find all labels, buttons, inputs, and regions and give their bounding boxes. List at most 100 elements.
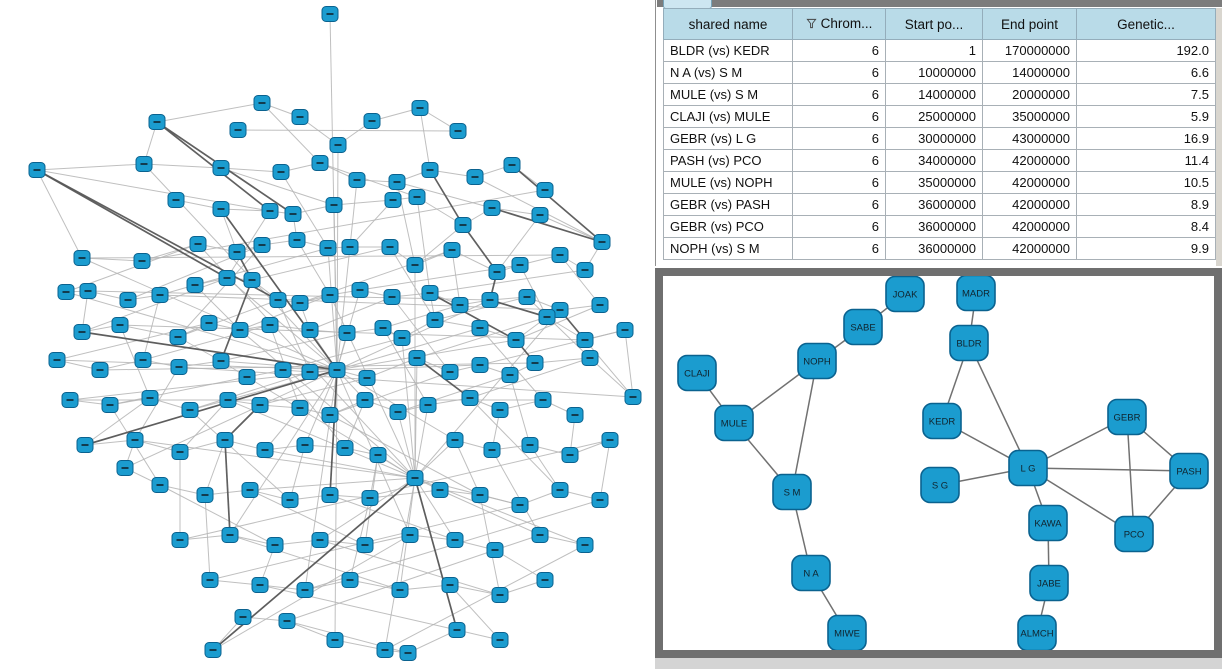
graph-node[interactable] — [48, 352, 66, 368]
cell-shared-name[interactable]: MULE (vs) S M — [663, 83, 793, 106]
graph-node[interactable] — [269, 292, 287, 308]
graph-node[interactable] — [401, 527, 419, 543]
table-row[interactable]: NOPH (vs) S M 6 36000000 42000000 9.9 — [663, 237, 1216, 260]
graph-node[interactable] — [551, 247, 569, 263]
graph-node[interactable] — [534, 392, 552, 408]
cell-value[interactable]: 6 — [792, 171, 886, 194]
graph-node[interactable] — [576, 332, 594, 348]
cell-value[interactable]: 10000000 — [885, 61, 983, 84]
graph-node[interactable] — [238, 369, 256, 385]
graph-node[interactable] — [141, 390, 159, 406]
filter-funnel-icon[interactable] — [806, 18, 817, 29]
graph-node[interactable] — [319, 240, 337, 256]
table-scrollbar[interactable] — [1216, 8, 1222, 266]
graph-node[interactable] — [111, 317, 129, 333]
cell-value[interactable]: 8.9 — [1076, 193, 1216, 216]
graph-node[interactable] — [406, 470, 424, 486]
graph-node[interactable] — [251, 397, 269, 413]
graph-node[interactable] — [576, 262, 594, 278]
graph-node[interactable] — [461, 390, 479, 406]
graph-node[interactable] — [383, 289, 401, 305]
graph-node[interactable] — [229, 122, 247, 138]
graph-node-kawa[interactable]: KAWA — [1028, 504, 1068, 542]
cell-value[interactable]: 36000000 — [885, 215, 983, 238]
graph-node-sabe[interactable]: SABE — [843, 308, 883, 346]
cell-value[interactable]: 170000000 — [982, 39, 1077, 62]
column-header-chromosome[interactable]: Chrom... — [792, 8, 886, 40]
graph-node[interactable] — [471, 320, 489, 336]
graph-node[interactable] — [451, 297, 469, 313]
graph-node[interactable] — [253, 95, 271, 111]
cell-value[interactable]: 6 — [792, 83, 886, 106]
cell-value[interactable]: 42000000 — [982, 149, 1077, 172]
cell-value[interactable]: 20000000 — [982, 83, 1077, 106]
graph-node[interactable] — [348, 172, 366, 188]
cell-value[interactable]: 10.5 — [1076, 171, 1216, 194]
graph-edge[interactable] — [1126, 416, 1135, 535]
graph-node[interactable] — [591, 297, 609, 313]
graph-node[interactable] — [576, 537, 594, 553]
graph-node[interactable] — [61, 392, 79, 408]
graph-edge[interactable] — [1027, 467, 1190, 472]
graph-node[interactable] — [443, 242, 461, 258]
graph-node[interactable] — [408, 189, 426, 205]
graph-node[interactable] — [399, 645, 417, 661]
graph-node[interactable] — [321, 6, 339, 22]
graph-node[interactable] — [321, 407, 339, 423]
graph-node[interactable] — [311, 155, 329, 171]
graph-node[interactable] — [119, 292, 137, 308]
graph-edge[interactable] — [791, 360, 818, 493]
graph-node[interactable] — [284, 206, 302, 222]
graph-node[interactable] — [274, 362, 292, 378]
column-header-start-point[interactable]: Start po... — [885, 8, 983, 40]
graph-node[interactable] — [171, 532, 189, 548]
graph-node[interactable] — [448, 622, 466, 638]
cell-value[interactable]: 9.9 — [1076, 237, 1216, 260]
graph-node[interactable] — [243, 272, 261, 288]
graph-node[interactable] — [393, 330, 411, 346]
graph-node[interactable] — [566, 407, 584, 423]
graph-node[interactable] — [321, 487, 339, 503]
cell-value[interactable]: 11.4 — [1076, 149, 1216, 172]
graph-node[interactable] — [126, 432, 144, 448]
graph-node[interactable] — [325, 197, 343, 213]
table-row[interactable]: GEBR (vs) PASH 6 36000000 42000000 8.9 — [663, 193, 1216, 216]
cell-value[interactable]: 42000000 — [982, 237, 1077, 260]
graph-node-l-g[interactable]: L G — [1008, 449, 1048, 487]
graph-node[interactable] — [536, 572, 554, 588]
graph-node-almch[interactable]: ALMCH — [1017, 614, 1057, 652]
graph-node[interactable] — [441, 577, 459, 593]
graph-node[interactable] — [488, 264, 506, 280]
graph-node[interactable] — [616, 322, 634, 338]
graph-node[interactable] — [133, 253, 151, 269]
graph-node-s-m[interactable]: S M — [772, 473, 812, 511]
table-row[interactable]: GEBR (vs) PCO 6 36000000 42000000 8.4 — [663, 215, 1216, 238]
graph-node[interactable] — [171, 444, 189, 460]
graph-node[interactable] — [79, 283, 97, 299]
graph-node[interactable] — [581, 350, 599, 366]
graph-node[interactable] — [374, 320, 392, 336]
table-row[interactable]: MULE (vs) S M 6 14000000 20000000 7.5 — [663, 83, 1216, 106]
cell-value[interactable]: 35000000 — [982, 105, 1077, 128]
graph-node[interactable] — [212, 353, 230, 369]
cell-shared-name[interactable]: NOPH (vs) S M — [663, 237, 793, 260]
cell-value[interactable]: 16.9 — [1076, 127, 1216, 150]
graph-node[interactable] — [151, 477, 169, 493]
network-detail-canvas[interactable]: JOAK SABE NOPH CLAJI MULE S M N A MIWE MADR BLDR K… — [663, 274, 1214, 652]
graph-node[interactable] — [296, 437, 314, 453]
graph-node[interactable] — [28, 162, 46, 178]
graph-node[interactable] — [449, 123, 467, 139]
column-header-genetic[interactable]: Genetic... — [1076, 8, 1216, 40]
graph-node-jabe[interactable]: JABE — [1029, 564, 1069, 602]
graph-node[interactable] — [261, 317, 279, 333]
graph-node[interactable] — [601, 432, 619, 448]
graph-node[interactable] — [134, 352, 152, 368]
cell-shared-name[interactable]: BLDR (vs) KEDR — [663, 39, 793, 62]
graph-node[interactable] — [204, 642, 222, 658]
cell-value[interactable]: 34000000 — [885, 149, 983, 172]
graph-node[interactable] — [518, 289, 536, 305]
graph-node[interactable] — [73, 250, 91, 266]
graph-node[interactable] — [234, 609, 252, 625]
graph-node-claji[interactable]: CLAJI — [677, 354, 717, 392]
cell-value[interactable]: 6 — [792, 61, 886, 84]
